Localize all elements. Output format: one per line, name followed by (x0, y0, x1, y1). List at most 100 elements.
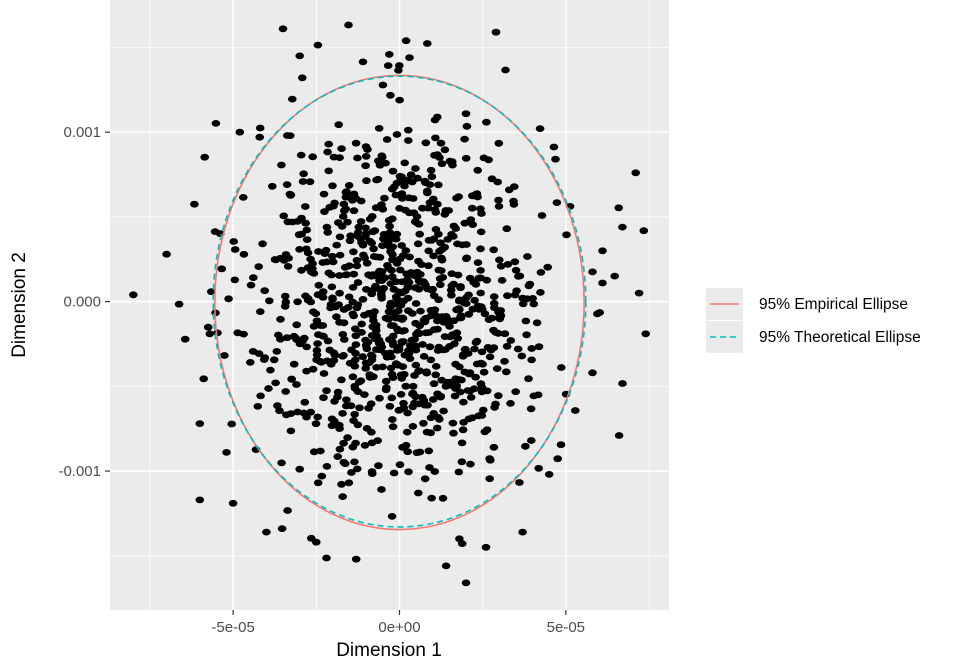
data-point (259, 356, 269, 363)
data-point (457, 439, 467, 447)
data-point (485, 353, 495, 361)
data-point (299, 170, 308, 178)
data-point (340, 336, 349, 343)
data-point (456, 283, 465, 290)
data-point (358, 296, 368, 303)
data-point (338, 410, 347, 417)
data-point (256, 392, 265, 400)
data-point (460, 135, 469, 143)
data-point (374, 124, 384, 132)
data-point (362, 177, 371, 185)
data-point (281, 388, 291, 395)
data-point (481, 543, 491, 551)
data-point (298, 74, 307, 82)
data-point (334, 121, 344, 129)
data-point (435, 275, 445, 283)
data-point (476, 245, 485, 253)
data-point (287, 375, 297, 383)
data-point (401, 382, 411, 390)
data-point (480, 428, 490, 436)
data-point (195, 496, 205, 504)
data-point (517, 352, 527, 360)
data-point (437, 267, 446, 274)
x-axis-title: Dimension 1 (336, 640, 442, 661)
data-point (408, 423, 418, 430)
data-point (477, 388, 487, 396)
data-point (402, 276, 412, 284)
data-point (372, 327, 381, 334)
data-point (529, 392, 539, 400)
data-point (174, 300, 184, 308)
data-point (473, 166, 483, 174)
data-point (369, 245, 378, 253)
data-point (346, 232, 355, 240)
data-point (529, 300, 539, 308)
data-point (535, 125, 545, 132)
data-point (447, 270, 457, 278)
data-point (397, 242, 407, 249)
data-point (315, 357, 325, 365)
data-point (362, 259, 372, 267)
data-point (334, 301, 343, 308)
data-point (369, 285, 379, 293)
data-point (335, 425, 344, 432)
data-point (337, 376, 346, 384)
data-point (367, 356, 377, 364)
data-point (437, 246, 447, 253)
data-point (412, 213, 422, 221)
data-point (339, 306, 349, 313)
data-point (391, 360, 401, 367)
data-point (524, 375, 533, 383)
data-point (401, 37, 411, 45)
data-point (361, 364, 371, 372)
data-point (318, 293, 328, 301)
data-point (363, 146, 372, 153)
data-point (353, 465, 362, 473)
data-point (327, 422, 337, 430)
data-point (479, 406, 488, 414)
data-point (230, 246, 240, 253)
data-point (477, 412, 487, 419)
data-point (271, 379, 280, 387)
data-point (402, 270, 411, 278)
data-point (427, 494, 436, 502)
data-point (356, 218, 366, 225)
data-point (329, 349, 339, 357)
data-point (510, 291, 520, 299)
data-point (302, 245, 311, 253)
data-point (351, 332, 361, 340)
data-point (385, 229, 395, 237)
data-point (510, 258, 520, 266)
data-point (522, 331, 531, 339)
data-point (360, 254, 370, 262)
data-point (385, 303, 395, 310)
data-point (510, 183, 519, 191)
data-point (357, 320, 367, 328)
data-point (282, 334, 292, 342)
data-point (333, 453, 343, 460)
data-point (292, 336, 302, 343)
data-point (352, 256, 362, 264)
data-point (385, 51, 394, 58)
data-point (494, 330, 503, 337)
data-point (432, 424, 442, 432)
data-point (350, 410, 360, 418)
data-point (255, 308, 265, 315)
data-point (353, 279, 363, 286)
data-point (349, 248, 358, 256)
data-point (388, 423, 398, 431)
data-point (414, 330, 424, 337)
data-point (436, 281, 445, 289)
data-point (129, 291, 138, 299)
data-point (365, 215, 375, 223)
data-point (405, 209, 414, 217)
data-point (383, 62, 393, 69)
data-point (404, 468, 413, 476)
data-point (429, 252, 438, 260)
y-tick-label: 0.000 (63, 294, 101, 311)
data-point (351, 325, 360, 333)
data-point (322, 463, 332, 470)
data-point (503, 292, 512, 300)
data-point (348, 298, 358, 306)
data-point (308, 365, 318, 373)
